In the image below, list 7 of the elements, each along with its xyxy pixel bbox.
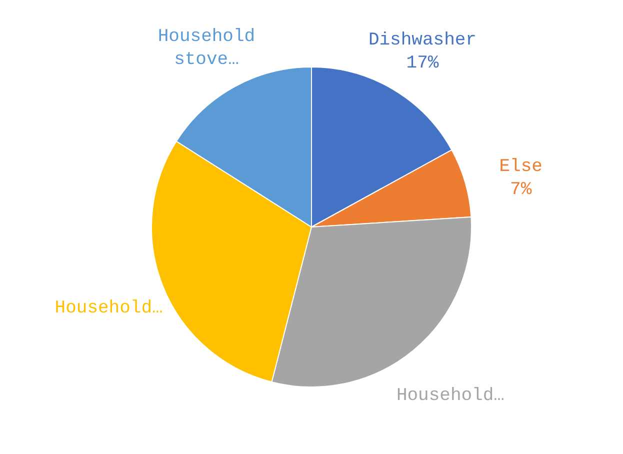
slice-label: Household… xyxy=(54,298,163,318)
data-label: 17% xyxy=(406,53,439,74)
slice-label: Household… xyxy=(396,386,504,406)
slice-label: Dishwasher xyxy=(368,30,476,50)
slice-label: Else xyxy=(499,157,542,178)
slice-label: Household stove… xyxy=(158,26,256,70)
data-label: 7% xyxy=(510,180,532,200)
